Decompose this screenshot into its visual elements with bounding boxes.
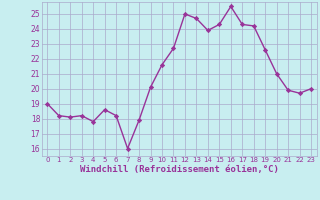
X-axis label: Windchill (Refroidissement éolien,°C): Windchill (Refroidissement éolien,°C) — [80, 165, 279, 174]
